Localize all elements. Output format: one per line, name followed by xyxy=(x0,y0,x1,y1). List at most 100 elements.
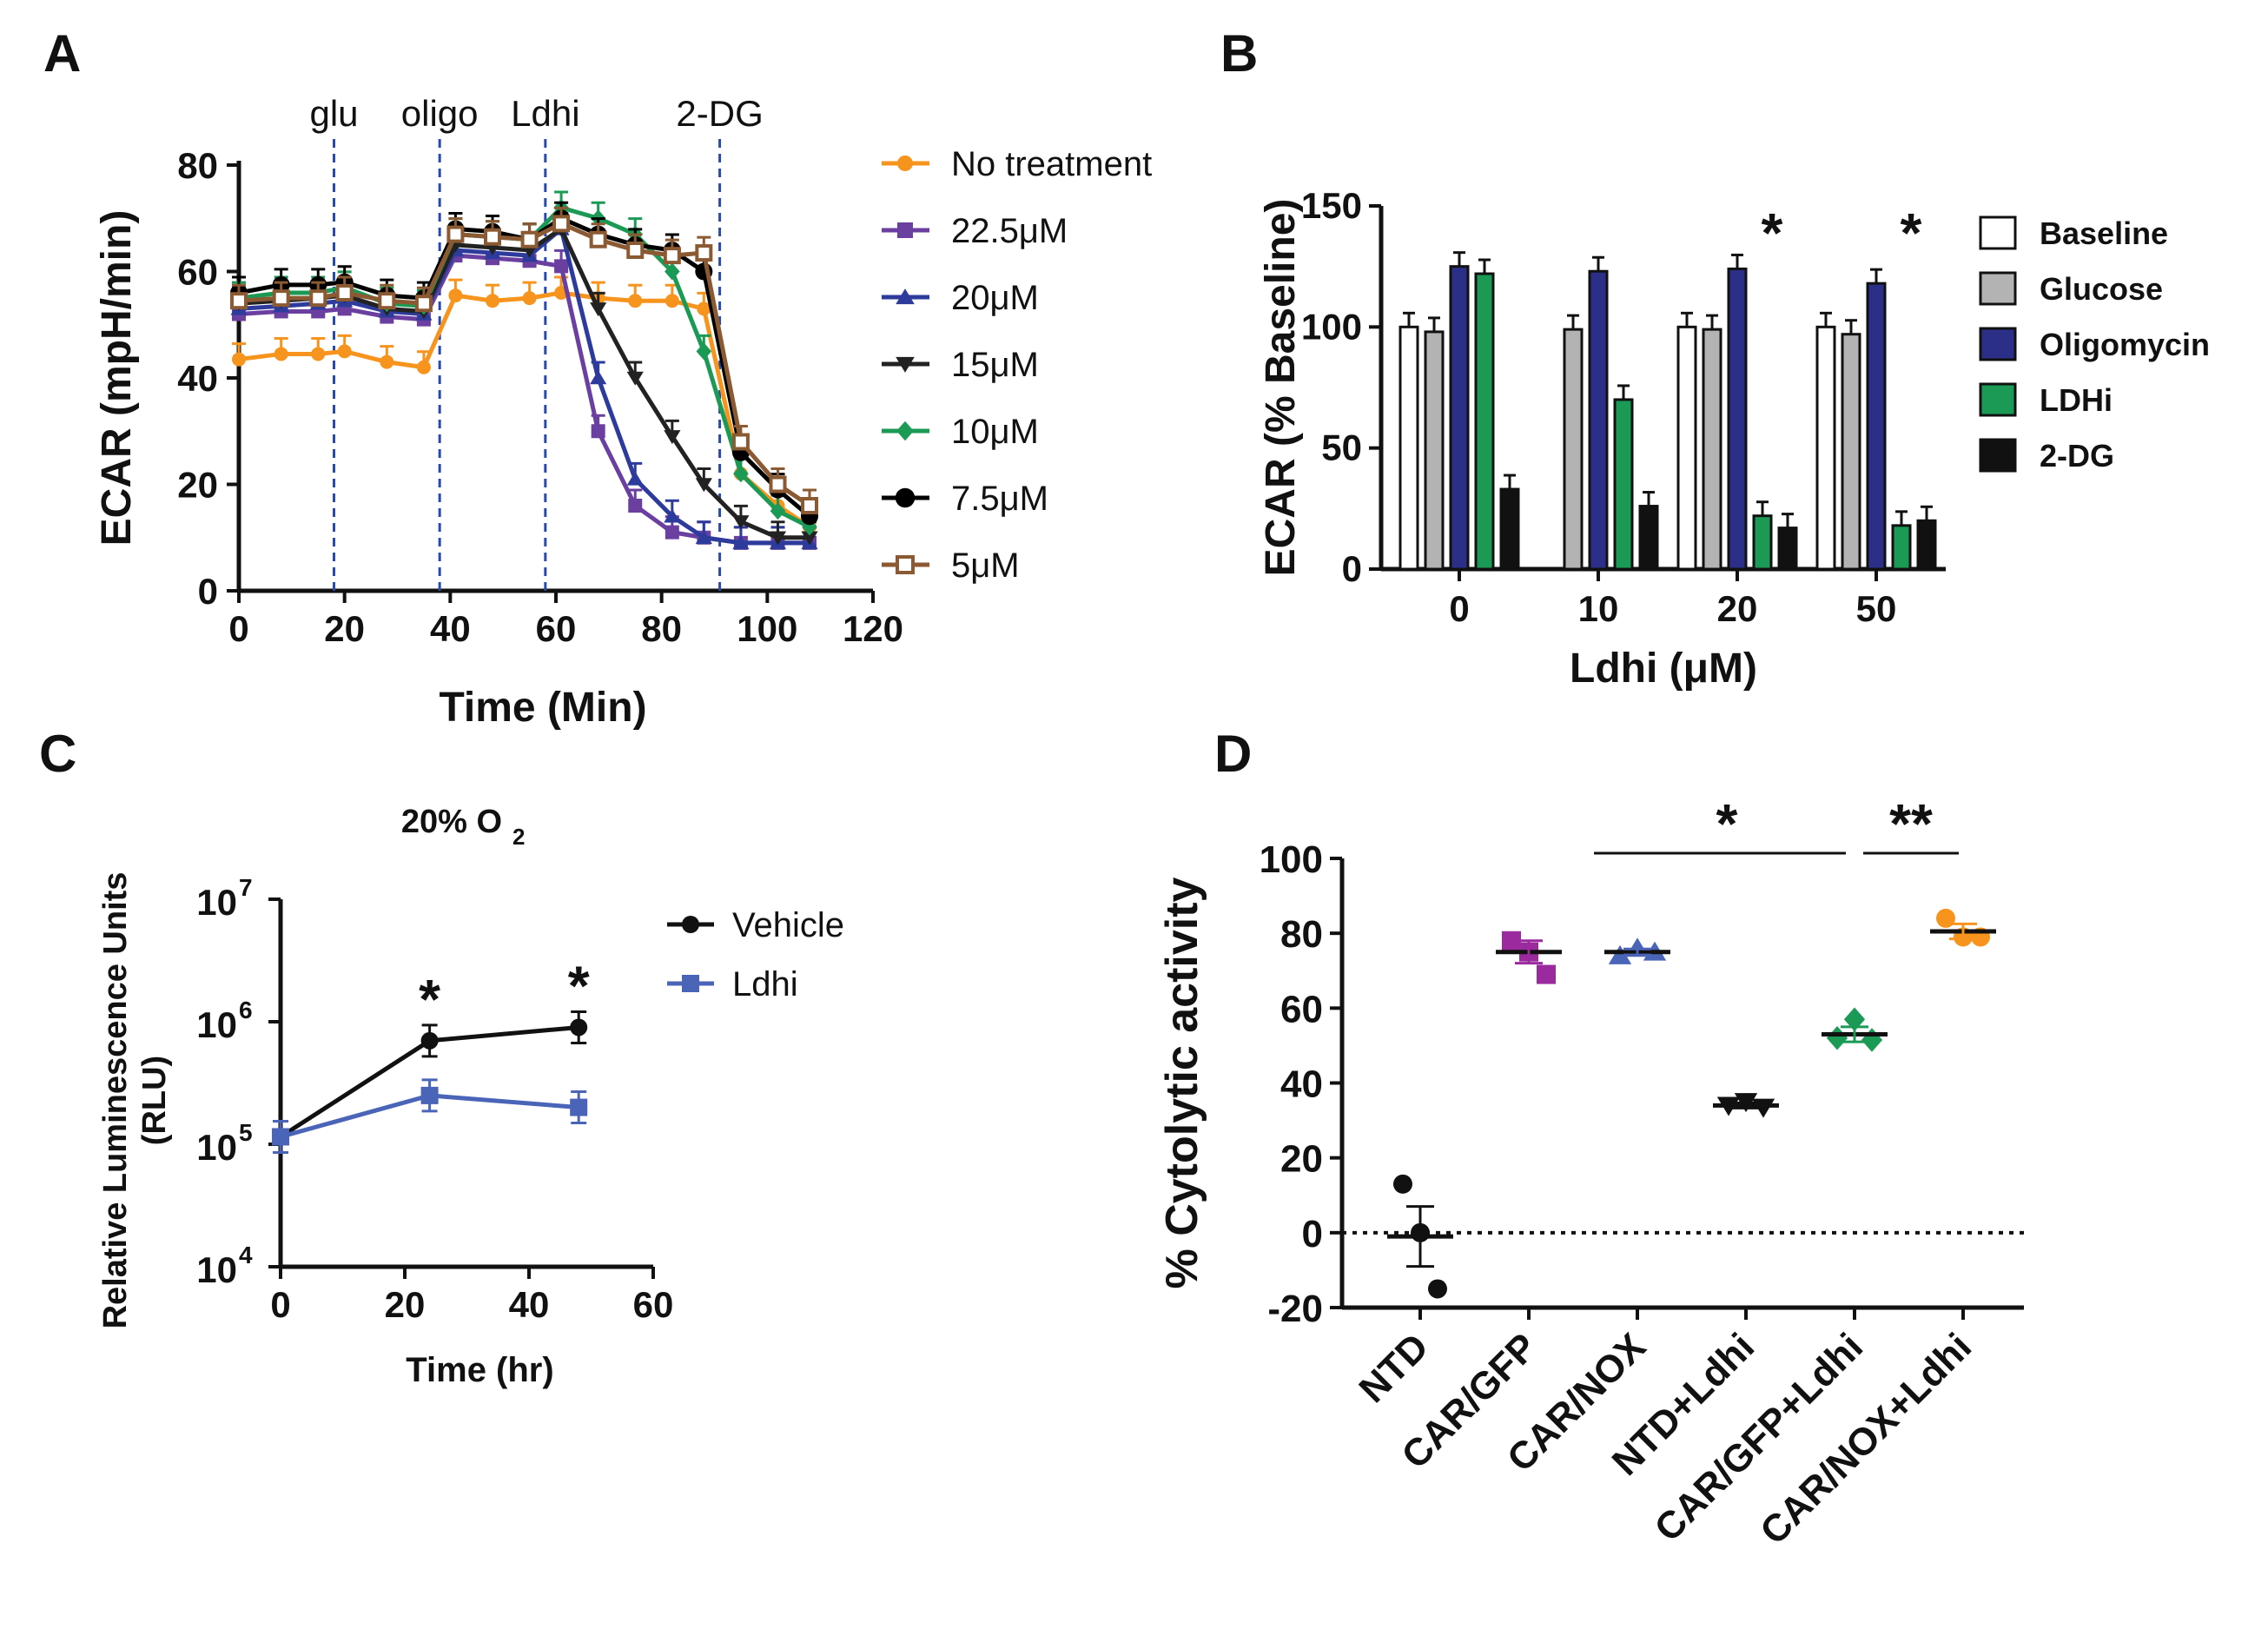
data-point xyxy=(380,354,394,369)
y-tick-label-exponent: 5 xyxy=(239,1119,253,1146)
panel-label-c: C xyxy=(39,725,76,783)
data-point xyxy=(664,508,681,523)
y-tick-label: 60 xyxy=(1280,988,1323,1030)
bar xyxy=(1474,272,1495,571)
data-point xyxy=(628,294,643,308)
y-tick-label: 100 xyxy=(1260,838,1323,881)
significance-star: * xyxy=(568,954,590,1017)
panel-a-ecar-timecourse: 0 20 40 60 80 100 120 0 20 40 60 80 Time (Min) ECAR (… xyxy=(94,93,1152,731)
data-point xyxy=(1393,1174,1412,1194)
legend-marker xyxy=(897,222,913,238)
injection-label: Ldhi xyxy=(511,93,579,134)
x-tick-label: 120 xyxy=(843,608,903,649)
bar xyxy=(1398,325,1419,571)
panel-label-b: B xyxy=(1220,24,1258,83)
bar xyxy=(1841,333,1861,571)
data-point xyxy=(1843,1007,1866,1032)
y-axis-label: ECAR (mpH/min) xyxy=(94,210,140,546)
data-point xyxy=(309,289,327,308)
x-axis-label: Ldhi (μM) xyxy=(1570,646,1757,692)
legend-label: 5μM xyxy=(951,546,1020,585)
x-tick-label: 40 xyxy=(509,1284,550,1325)
bar xyxy=(1752,514,1773,571)
legend-label: 2-DG xyxy=(2040,438,2114,474)
bar xyxy=(1702,328,1722,571)
data-point xyxy=(663,247,681,265)
data-point xyxy=(570,1098,588,1116)
y-tick-label: 150 xyxy=(1301,185,1362,226)
data-point xyxy=(274,347,288,361)
data-point xyxy=(591,424,605,439)
data-point xyxy=(1861,1028,1883,1052)
bar xyxy=(1613,398,1634,571)
data-point xyxy=(230,292,248,310)
legend-label: 10μM xyxy=(951,413,1039,451)
bar xyxy=(1499,487,1520,571)
data-point xyxy=(695,529,712,544)
legend-label: LDHi xyxy=(2040,382,2113,418)
legend-swatch xyxy=(1979,215,2017,250)
y-tick-label: 20 xyxy=(1280,1138,1323,1181)
series-line xyxy=(238,290,811,529)
data-point xyxy=(1428,1279,1447,1299)
legend-marker xyxy=(896,421,914,441)
data-point xyxy=(801,531,818,546)
data-point xyxy=(626,371,644,386)
data-point xyxy=(695,478,712,493)
data-point xyxy=(552,215,571,233)
data-point xyxy=(769,531,787,546)
legend-swatch xyxy=(1979,327,2017,361)
legend-swatch xyxy=(1979,271,2017,306)
series-line xyxy=(238,225,810,540)
legend-label: No treatment xyxy=(951,145,1152,183)
data-point xyxy=(1826,1026,1848,1050)
data-point xyxy=(378,292,396,310)
data-point xyxy=(335,284,354,301)
x-tick-label: 20 xyxy=(385,1284,426,1325)
legend-marker xyxy=(896,288,915,305)
x-tick-label: 80 xyxy=(641,608,682,649)
data-point xyxy=(484,228,501,246)
legend-label: 15μM xyxy=(951,346,1039,384)
x-tick-label: 60 xyxy=(536,608,577,649)
data-point xyxy=(589,230,607,248)
bar xyxy=(1727,267,1748,571)
data-point xyxy=(520,230,539,248)
legend-marker xyxy=(896,356,915,373)
y-axis-label-line1: Relative Luminescence Units xyxy=(97,872,134,1329)
x-tick-label: 100 xyxy=(737,608,797,649)
y-tick-label: 100 xyxy=(1301,306,1362,347)
legend-label: Ldhi xyxy=(732,965,798,1003)
y-tick-label: 40 xyxy=(1280,1063,1323,1106)
data-point xyxy=(733,465,749,483)
data-point xyxy=(696,342,712,361)
legend-label: 20μM xyxy=(951,279,1039,317)
y-axis-label-line2: (RLU) xyxy=(136,1056,173,1145)
injection-label: glu xyxy=(309,93,358,134)
y-tick-label-base: 10 xyxy=(196,1127,237,1168)
x-tick-label: 20 xyxy=(1717,588,1758,629)
bar xyxy=(1777,527,1798,571)
y-tick-label: 0 xyxy=(198,571,218,612)
x-tick-label: 0 xyxy=(270,1284,290,1325)
data-point xyxy=(448,288,463,303)
injection-label: oligo xyxy=(401,93,479,134)
y-tick-label: 0 xyxy=(1342,548,1362,589)
bar xyxy=(1638,505,1659,571)
y-tick-label: 80 xyxy=(177,145,218,186)
data-point xyxy=(590,370,607,385)
bar xyxy=(1424,330,1445,571)
bar xyxy=(1891,524,1912,571)
y-tick-label-base: 10 xyxy=(196,1249,237,1290)
data-point xyxy=(769,475,787,493)
bar xyxy=(1563,328,1584,571)
legend-label: Baseline xyxy=(2040,215,2168,251)
y-tick-label-base: 10 xyxy=(196,882,237,923)
y-tick-label: 40 xyxy=(177,358,218,399)
x-tick-label: 40 xyxy=(430,608,471,649)
x-tick-label: NTD xyxy=(1351,1325,1437,1411)
y-tick-label-base: 10 xyxy=(196,1004,237,1045)
legend-marker xyxy=(895,487,916,508)
bar xyxy=(1815,325,1836,571)
